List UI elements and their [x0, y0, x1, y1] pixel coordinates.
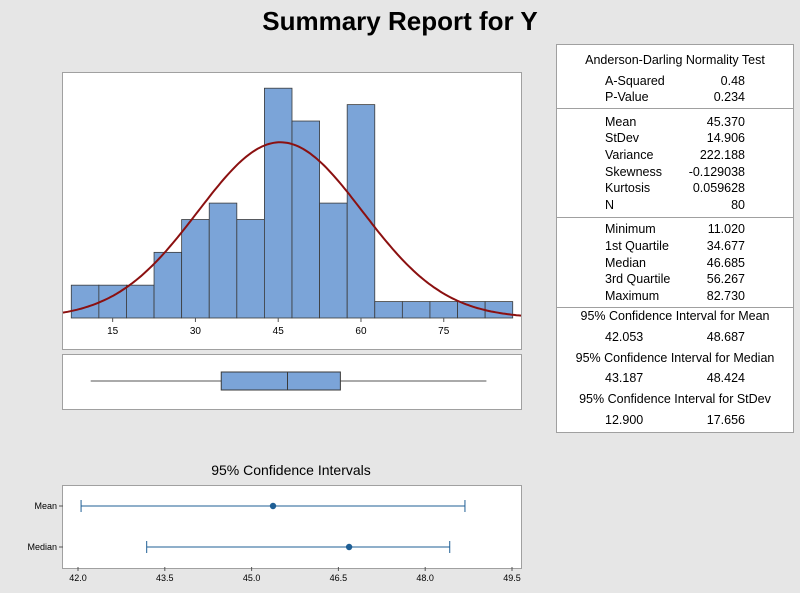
y-tick-label: Mean [34, 501, 57, 511]
kurtosis-label: Kurtosis [605, 181, 651, 195]
x-tick-label: 75 [438, 326, 450, 337]
maximum-label: Maximum [605, 289, 660, 303]
histogram-bar [236, 219, 265, 319]
ci-mean-title: 95% Confidence Interval for Mean [580, 309, 770, 323]
x-tick-label: 42.0 [69, 573, 87, 583]
box [220, 371, 341, 391]
histogram-bar [319, 202, 348, 319]
ci-mean-high: 48.687 [706, 330, 745, 344]
histogram-bar [346, 104, 376, 319]
a-squared-label: A-Squared [605, 74, 665, 88]
skewness-label: Skewness [605, 165, 662, 179]
q3-label: 3rd Quartile [605, 272, 671, 286]
x-tick-label: 45.0 [243, 573, 261, 583]
n-label: N [605, 198, 615, 212]
stdev-value: 14.906 [706, 131, 745, 145]
q3-value: 56.267 [706, 272, 745, 286]
p-value-value: 0.234 [713, 90, 745, 104]
ci-median-low: 43.187 [605, 371, 644, 385]
divider [557, 307, 793, 308]
divider [557, 217, 793, 218]
histogram-bar [291, 120, 320, 319]
divider [557, 108, 793, 109]
histogram-bar [126, 284, 155, 319]
q1-label: 1st Quartile [605, 239, 669, 253]
variance-value: 222.188 [699, 148, 745, 162]
ci-stdev-high: 17.656 [706, 413, 745, 427]
x-tick-label: 49.5 [503, 573, 521, 583]
histogram-bar [70, 284, 100, 319]
y-tick-label: Median [27, 542, 57, 552]
skewness-value: -0.129038 [688, 165, 745, 179]
stdev-label: StDev [605, 131, 640, 145]
a-squared-value: 0.48 [720, 74, 745, 88]
x-tick-label: 46.5 [330, 573, 348, 583]
minimum-value: 11.020 [707, 222, 745, 236]
ci-stdev-title: 95% Confidence Interval for StDev [579, 392, 771, 406]
x-tick-label: 43.5 [156, 573, 174, 583]
minimum-label: Minimum [605, 222, 656, 236]
maximum-value: 82.730 [706, 289, 745, 303]
mean-value: 45.370 [706, 115, 745, 129]
ci-mean-low: 42.053 [605, 330, 644, 344]
x-tick-label: 48.0 [416, 573, 434, 583]
variance-label: Variance [605, 148, 654, 162]
q1-value: 34.677 [706, 239, 745, 253]
median-label: Median [605, 256, 646, 270]
mean-label: Mean [605, 115, 637, 129]
normal-curve [62, 141, 522, 317]
ci-median-title: 95% Confidence Interval for Median [575, 351, 775, 365]
kurtosis-value: 0.059628 [692, 181, 745, 195]
x-tick-label: 60 [355, 326, 367, 337]
x-tick-label: 15 [107, 326, 119, 337]
report-title: Summary Report for Y [262, 6, 538, 36]
normality-test-title: Anderson-Darling Normality Test [585, 53, 765, 67]
ci-stdev-low: 12.900 [605, 413, 644, 427]
x-tick-label: 45 [273, 326, 285, 337]
histogram-bar [153, 251, 183, 319]
n-value: 80 [731, 198, 745, 212]
ci-panel [62, 485, 522, 569]
interval-point [345, 543, 353, 551]
x-tick-label: 30 [190, 326, 202, 337]
median-value: 46.685 [706, 256, 745, 270]
ci-median-high: 48.424 [706, 371, 745, 385]
ci-chart-title: 95% Confidence Intervals [211, 462, 371, 478]
histogram-bar [264, 87, 293, 319]
p-value-label: P-Value [605, 90, 649, 104]
summary-stats-table: Anderson-Darling Normality Test A-Square… [556, 44, 794, 433]
interval-point [269, 502, 277, 510]
